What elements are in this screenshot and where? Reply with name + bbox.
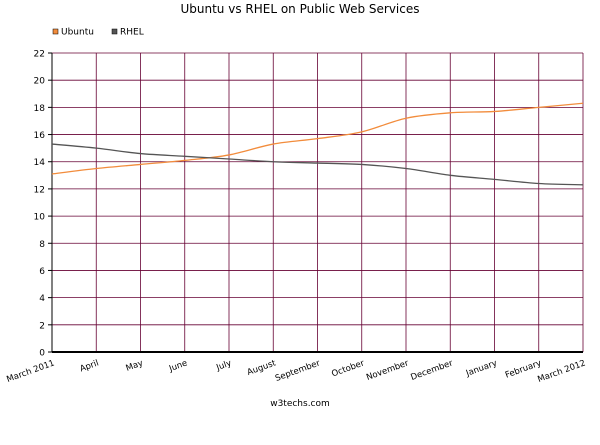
y-tick-label: 20 <box>34 77 46 87</box>
axes <box>48 53 583 352</box>
x-tick-label: March 2011 <box>5 358 56 385</box>
tick-labels: 0 2 4 6 8 10 12 14 16 18 20 22 March 2011 April May Jun… <box>5 50 587 386</box>
chart-title: Ubuntu vs RHEL on Public Web Services <box>180 2 419 16</box>
source-credit: w3techs.com <box>270 399 330 409</box>
y-tick-label: 2 <box>39 321 45 331</box>
y-tick-label: 0 <box>39 349 45 359</box>
legend: Ubuntu RHEL <box>53 28 144 38</box>
legend-swatch-ubuntu <box>53 29 58 34</box>
x-tick-label: December <box>409 358 454 383</box>
x-tick-label: November <box>365 358 410 383</box>
x-tick-label: March 2012 <box>536 358 587 385</box>
y-tick-label: 6 <box>39 267 45 277</box>
grid <box>52 53 583 352</box>
y-tick-label: 22 <box>34 50 45 60</box>
x-tick-label: April <box>79 358 101 374</box>
y-tick-label: 10 <box>34 213 46 223</box>
x-tick-label: July <box>214 358 233 373</box>
x-tick-label: June <box>167 358 189 374</box>
legend-label-ubuntu: Ubuntu <box>61 28 94 38</box>
y-tick-label: 8 <box>39 240 45 250</box>
y-tick-label: 16 <box>34 131 46 141</box>
legend-swatch-rhel <box>112 29 117 34</box>
x-tick-label: October <box>330 358 366 379</box>
legend-label-rhel: RHEL <box>120 28 144 38</box>
x-tick-label: September <box>274 358 322 384</box>
x-tick-label: August <box>246 358 278 378</box>
x-tick-label: May <box>125 358 145 373</box>
y-tick-label: 18 <box>34 104 46 114</box>
x-tick-label: January <box>464 358 499 379</box>
y-tick-label: 12 <box>34 185 45 195</box>
y-tick-label: 14 <box>34 158 46 168</box>
y-tick-label: 4 <box>39 294 45 304</box>
